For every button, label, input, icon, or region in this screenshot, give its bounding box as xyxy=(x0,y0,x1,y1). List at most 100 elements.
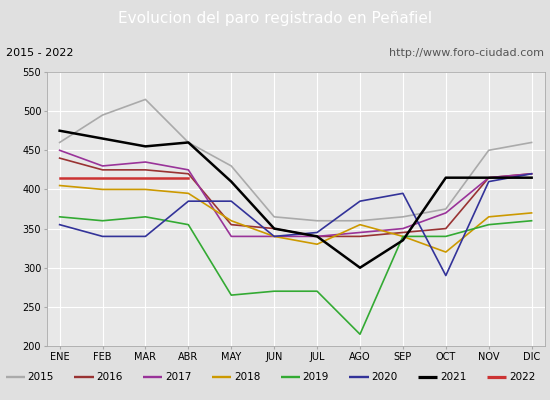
2016 xyxy=(529,171,535,176)
Text: 2017: 2017 xyxy=(165,372,191,382)
2019 xyxy=(271,289,277,294)
Line: 2017: 2017 xyxy=(59,150,532,236)
2015 xyxy=(142,97,148,102)
2016 xyxy=(142,168,148,172)
2017 xyxy=(185,168,191,172)
2017 xyxy=(314,234,321,239)
2016 xyxy=(56,156,63,160)
2016 xyxy=(486,175,492,180)
Text: 2016: 2016 xyxy=(96,372,123,382)
2018 xyxy=(486,214,492,219)
2018 xyxy=(228,218,234,223)
2021 xyxy=(99,136,106,141)
2020 xyxy=(314,230,321,235)
2021 xyxy=(400,238,406,243)
2021 xyxy=(228,179,234,184)
2019 xyxy=(99,218,106,223)
2021 xyxy=(185,140,191,145)
2020 xyxy=(357,199,364,204)
2020 xyxy=(99,234,106,239)
2016 xyxy=(400,230,406,235)
Line: 2019: 2019 xyxy=(59,217,532,334)
2015 xyxy=(314,218,321,223)
Text: 2019: 2019 xyxy=(302,372,329,382)
2022 xyxy=(142,175,148,180)
2018 xyxy=(56,183,63,188)
2020 xyxy=(271,234,277,239)
2017 xyxy=(56,148,63,153)
2018 xyxy=(99,187,106,192)
2018 xyxy=(314,242,321,247)
Text: 2015: 2015 xyxy=(28,372,54,382)
2019 xyxy=(400,234,406,239)
2016 xyxy=(443,226,449,231)
2019 xyxy=(185,222,191,227)
2015 xyxy=(486,148,492,153)
2020 xyxy=(228,199,234,204)
2017 xyxy=(400,226,406,231)
2017 xyxy=(443,210,449,215)
2015 xyxy=(99,113,106,118)
Text: 2021: 2021 xyxy=(440,372,466,382)
2020 xyxy=(142,234,148,239)
Text: http://www.foro-ciudad.com: http://www.foro-ciudad.com xyxy=(389,48,544,58)
2021 xyxy=(142,144,148,149)
2018 xyxy=(529,210,535,215)
2019 xyxy=(357,332,364,337)
2015 xyxy=(443,206,449,211)
2022 xyxy=(99,175,106,180)
2015 xyxy=(357,218,364,223)
2022 xyxy=(56,175,63,180)
2021 xyxy=(529,175,535,180)
2017 xyxy=(228,234,234,239)
2021 xyxy=(486,175,492,180)
Line: 2018: 2018 xyxy=(59,186,532,252)
2019 xyxy=(443,234,449,239)
Text: 2020: 2020 xyxy=(371,372,398,382)
2016 xyxy=(314,234,321,239)
Line: 2020: 2020 xyxy=(59,174,532,276)
2022 xyxy=(185,175,191,180)
2018 xyxy=(185,191,191,196)
2020 xyxy=(529,171,535,176)
2015 xyxy=(228,164,234,168)
2018 xyxy=(271,234,277,239)
2020 xyxy=(400,191,406,196)
2015 xyxy=(271,214,277,219)
2017 xyxy=(486,175,492,180)
2020 xyxy=(443,273,449,278)
2021 xyxy=(271,226,277,231)
2015 xyxy=(400,214,406,219)
2020 xyxy=(56,222,63,227)
2016 xyxy=(357,234,364,239)
Line: 2016: 2016 xyxy=(59,158,532,236)
2020 xyxy=(185,199,191,204)
2018 xyxy=(400,234,406,239)
2016 xyxy=(271,226,277,231)
2018 xyxy=(142,187,148,192)
Line: 2021: 2021 xyxy=(59,131,532,268)
2017 xyxy=(529,171,535,176)
2017 xyxy=(142,160,148,164)
2021 xyxy=(314,234,321,239)
Text: Evolucion del paro registrado en Peñafiel: Evolucion del paro registrado en Peñafie… xyxy=(118,12,432,26)
2015 xyxy=(529,140,535,145)
2015 xyxy=(56,140,63,145)
2021 xyxy=(56,128,63,133)
2016 xyxy=(185,171,191,176)
Text: 2015 - 2022: 2015 - 2022 xyxy=(6,48,73,58)
2017 xyxy=(271,234,277,239)
Text: 2022: 2022 xyxy=(509,372,535,382)
2019 xyxy=(314,289,321,294)
2020 xyxy=(486,179,492,184)
2021 xyxy=(443,175,449,180)
2017 xyxy=(99,164,106,168)
2018 xyxy=(443,250,449,254)
2016 xyxy=(228,222,234,227)
2018 xyxy=(357,222,364,227)
2021 xyxy=(357,265,364,270)
2019 xyxy=(529,218,535,223)
2015 xyxy=(185,140,191,145)
Text: 2018: 2018 xyxy=(234,372,260,382)
2019 xyxy=(228,293,234,298)
